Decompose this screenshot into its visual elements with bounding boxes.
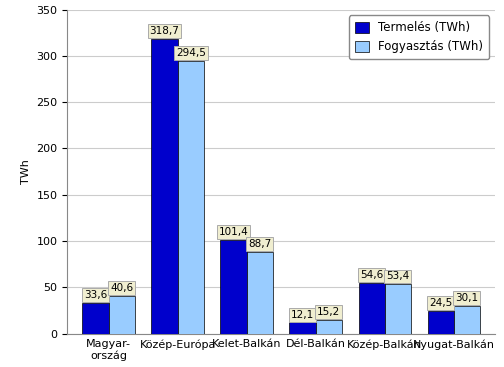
Bar bbox=[316, 320, 342, 334]
Bar bbox=[151, 39, 177, 334]
Text: 24,5: 24,5 bbox=[429, 298, 452, 308]
Bar bbox=[289, 323, 316, 334]
Y-axis label: TWh: TWh bbox=[21, 159, 31, 184]
Text: 318,7: 318,7 bbox=[150, 26, 179, 36]
Bar bbox=[385, 284, 411, 334]
Text: 54,6: 54,6 bbox=[360, 270, 383, 280]
Bar bbox=[177, 61, 204, 334]
Text: 294,5: 294,5 bbox=[176, 48, 206, 58]
Bar bbox=[427, 311, 454, 334]
Legend: Termelés (TWh), Fogyasztás (TWh): Termelés (TWh), Fogyasztás (TWh) bbox=[349, 15, 489, 59]
Bar bbox=[246, 251, 273, 334]
Bar bbox=[454, 306, 480, 334]
Text: 53,4: 53,4 bbox=[386, 272, 409, 281]
Bar bbox=[82, 302, 108, 334]
Bar bbox=[358, 283, 385, 334]
Bar bbox=[220, 240, 246, 334]
Text: 101,4: 101,4 bbox=[219, 227, 248, 237]
Bar bbox=[108, 296, 135, 334]
Text: 12,1: 12,1 bbox=[291, 310, 314, 320]
Text: 30,1: 30,1 bbox=[456, 293, 478, 303]
Text: 33,6: 33,6 bbox=[84, 290, 107, 300]
Text: 40,6: 40,6 bbox=[110, 283, 133, 293]
Text: 15,2: 15,2 bbox=[317, 307, 340, 317]
Text: 88,7: 88,7 bbox=[248, 239, 271, 249]
